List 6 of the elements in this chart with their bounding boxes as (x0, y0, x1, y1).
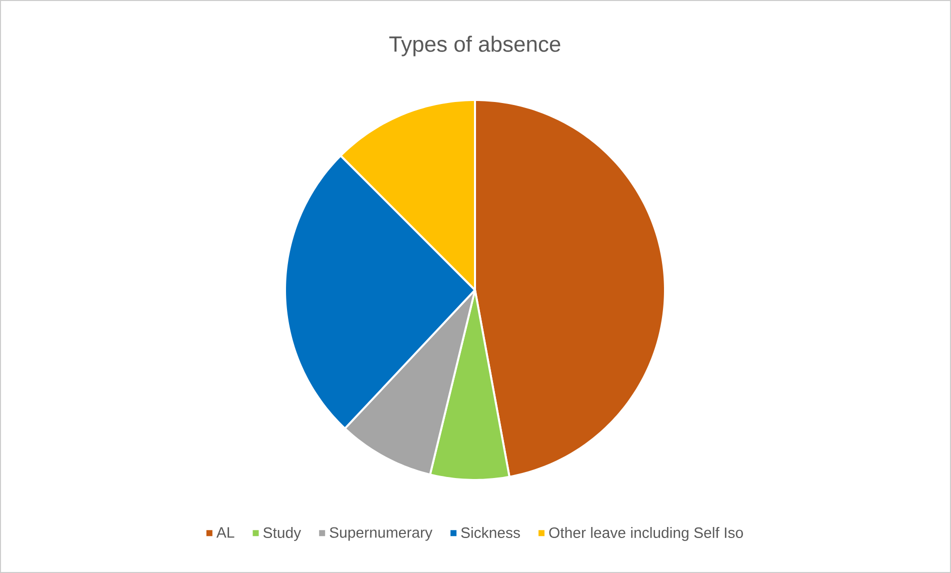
legend-label: AL (216, 527, 234, 538)
legend-label: Sickness (461, 527, 520, 538)
legend-label: Study (263, 527, 302, 541)
chart-title: Types of absence (389, 36, 560, 56)
legend-label: Other leave including Self Iso (549, 527, 743, 541)
legend-label: Supernumerary (330, 527, 432, 541)
